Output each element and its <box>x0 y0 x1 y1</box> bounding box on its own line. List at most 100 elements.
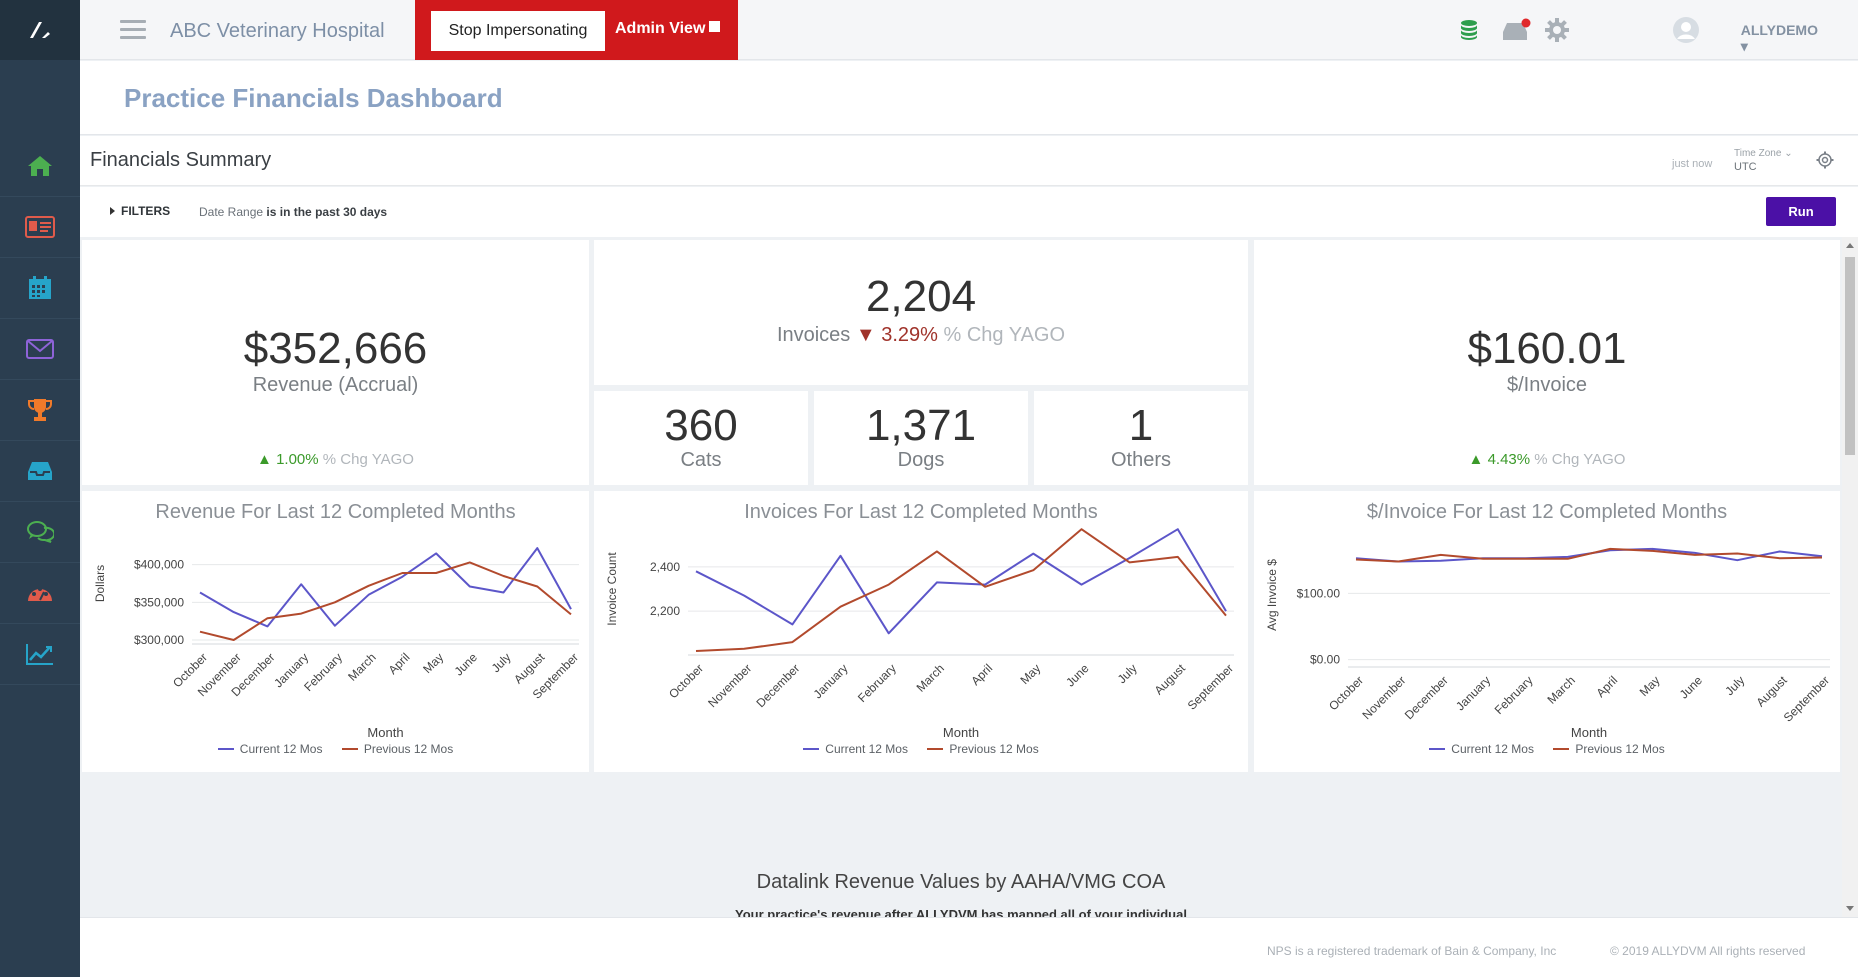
legend-current[interactable]: Current 12 Mos <box>1429 742 1534 756</box>
per-invoice-change-value: 4.43% <box>1487 451 1531 468</box>
sidebar-item-rewards[interactable] <box>0 380 80 441</box>
dashboard-icon <box>28 587 52 601</box>
per-invoice-change-label: % Chg YAGO <box>1534 451 1626 468</box>
x-tick-label: June <box>1677 673 1706 702</box>
series-line <box>199 547 572 628</box>
invoices-change-value: 3.29% <box>881 324 938 346</box>
x-tick-label: August <box>1753 673 1790 710</box>
chat-icon <box>27 521 54 543</box>
content-scrollbar[interactable] <box>1842 237 1858 917</box>
dogs-tile[interactable]: 1,371 Dogs <box>814 391 1028 485</box>
scroll-up-arrow-icon[interactable] <box>1846 243 1854 248</box>
user-menu[interactable]: ALLYDEMO ▾ <box>1740 22 1818 54</box>
scroll-thumb[interactable] <box>1845 257 1855 455</box>
revenue-change-value: 1.00% <box>276 451 319 468</box>
x-tick-label: July <box>489 650 514 675</box>
scroll-down-arrow-icon[interactable] <box>1846 906 1854 911</box>
revenue-tile[interactable]: $352,666 Revenue (Accrual) ▲ 1.00% % Chg… <box>82 240 589 485</box>
x-tick-label: September <box>1781 673 1832 724</box>
legend-current[interactable]: Current 12 Mos <box>217 742 323 756</box>
filters-bar: FILTERS Date Range is in the past 30 day… <box>80 187 1858 237</box>
chart-legend: Current 12 Mos Previous 12 Mos <box>1254 739 1840 756</box>
sidebar-item-analytics[interactable] <box>0 624 80 685</box>
date-range-label: Date Range <box>199 205 264 219</box>
summary-header: Financials Summary just now Time Zone ⌄ … <box>80 136 1858 186</box>
x-tick-label: April <box>968 661 995 688</box>
legend-previous[interactable]: Previous 12 Mos <box>341 742 453 756</box>
admin-view-label: Admin View <box>615 20 706 37</box>
sidebar-item-clients[interactable] <box>0 197 80 258</box>
database-icon[interactable] <box>1460 19 1478 41</box>
invoices-change: Invoices ▼ 3.29% % Chg YAGO <box>594 324 1248 347</box>
x-tick-label: August <box>1152 661 1189 698</box>
sidebar-item-chat[interactable] <box>0 502 80 563</box>
admin-view-checkbox[interactable] <box>709 20 721 32</box>
legend-label: Previous 12 Mos <box>949 742 1039 756</box>
legend-label: Current 12 Mos <box>239 742 323 756</box>
date-range-filter[interactable]: Date Range is in the past 30 days <box>199 205 387 219</box>
invoices-line-chart: 2,200 2,400 October November December January… <box>605 528 1236 740</box>
up-arrow-icon: ▲ <box>1468 451 1484 468</box>
revenue-value: $352,666 <box>243 324 428 373</box>
x-tick-label: September <box>1185 661 1236 712</box>
cats-value: 360 <box>664 401 738 450</box>
timezone-dropdown[interactable]: Time Zone ⌄ <box>1734 148 1793 159</box>
legend-current[interactable]: Current 12 Mos <box>803 742 908 756</box>
trend-icon <box>26 644 53 665</box>
x-tick-label: April <box>1593 673 1620 700</box>
settings-gear-icon[interactable] <box>1544 17 1570 43</box>
top-bar: ABC Veterinary Hospital Stop Impersonati… <box>80 0 1858 60</box>
page-title: Practice Financials Dashboard <box>124 83 503 113</box>
sidebar-item-inbox[interactable] <box>0 441 80 502</box>
sidebar-item-home[interactable] <box>0 136 80 197</box>
user-name: ALLYDEMO <box>1740 22 1818 38</box>
timezone-value: UTC <box>1734 161 1757 173</box>
x-axis-title: Month <box>943 725 979 740</box>
trophy-icon <box>28 399 52 421</box>
invoices-chart-tile[interactable]: Invoices For Last 12 Completed Months 2,… <box>594 491 1248 772</box>
sidebar-item-calendar[interactable] <box>0 258 80 319</box>
y-axis-title: Dollars <box>93 565 107 602</box>
x-tick-label: December <box>753 661 802 710</box>
x-axis-title: Month <box>367 725 403 740</box>
x-tick-label: March <box>914 661 947 694</box>
invoices-tile[interactable]: 2,204 Invoices ▼ 3.29% % Chg YAGO <box>594 240 1248 385</box>
summary-title: Financials Summary <box>90 149 272 171</box>
stop-impersonating-button[interactable]: Stop Impersonating <box>431 11 605 51</box>
x-tick-label: October <box>1326 673 1366 713</box>
others-tile[interactable]: 1 Others <box>1034 391 1248 485</box>
run-button[interactable]: Run <box>1766 197 1836 226</box>
avatar[interactable] <box>1672 16 1700 44</box>
y-tick-label: 2,200 <box>650 604 680 618</box>
revenue-chart-tile[interactable]: Revenue For Last 12 Completed Months $30… <box>82 491 589 772</box>
date-range-value: is in the past 30 days <box>266 205 388 219</box>
dashboard-settings-icon[interactable] <box>1816 151 1834 169</box>
revenue-change: ▲ 1.00% % Chg YAGO <box>82 451 589 468</box>
legend-previous[interactable]: Previous 12 Mos <box>927 742 1039 756</box>
per-invoice-value: $160.01 <box>1467 324 1627 373</box>
cats-tile[interactable]: 360 Cats <box>594 391 808 485</box>
x-tick-label: July <box>1722 673 1747 698</box>
x-tick-label: February <box>1492 673 1536 717</box>
invoices-value: 2,204 <box>865 272 977 321</box>
sidebar-item-messages[interactable] <box>0 319 80 380</box>
y-tick-label: $400,000 <box>134 558 184 572</box>
x-tick-label: May <box>1637 673 1663 699</box>
x-tick-label: October <box>666 661 706 701</box>
refresh-status: just now <box>1672 158 1713 170</box>
notification-inbox-icon[interactable] <box>1502 17 1532 43</box>
hamburger-menu-icon[interactable] <box>120 20 146 40</box>
x-tick-label: March <box>1544 673 1577 706</box>
x-tick-label: November <box>1359 673 1408 722</box>
legend-previous[interactable]: Previous 12 Mos <box>1553 742 1665 756</box>
per-invoice-tile[interactable]: $160.01 $/Invoice ▲ 4.43% % Chg YAGO <box>1254 240 1840 485</box>
filters-label: FILTERS <box>121 204 171 218</box>
datalink-title: Datalink Revenue Values by AAHA/VMG COA <box>756 871 1166 893</box>
sidebar-item-dashboard[interactable] <box>0 563 80 624</box>
allydvm-logo[interactable] <box>0 0 80 60</box>
filters-toggle[interactable]: FILTERS <box>110 204 170 218</box>
legend-label: Current 12 Mos <box>825 742 908 756</box>
per-invoice-label: $/Invoice <box>1506 374 1588 396</box>
admin-view-toggle[interactable]: Admin View <box>615 20 721 38</box>
per-invoice-chart-tile[interactable]: $/Invoice For Last 12 Completed Months $… <box>1254 491 1840 772</box>
